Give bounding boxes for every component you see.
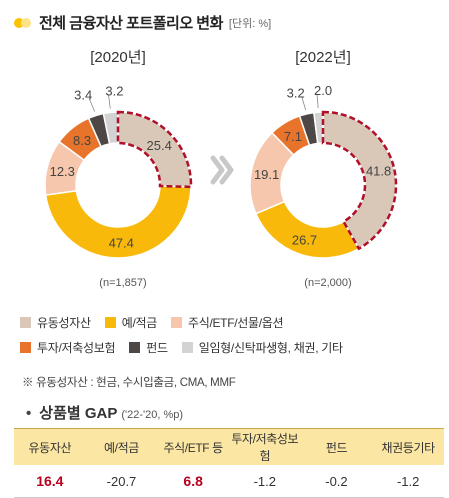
legend-item-liquid: 유동성자산: [20, 312, 91, 332]
donut-charts: [2020년] 25.4 47.4 12.3 8.3 3.4 3.2 (n=1,857) [20…: [44, 49, 398, 289]
slice-label: 41.8: [366, 163, 391, 178]
unit-label: [단위: %]: [228, 17, 272, 30]
donut-slice: [254, 200, 360, 259]
chevron-right-icon: [210, 155, 225, 185]
leader-line: [88, 98, 96, 112]
bullet-dot-icon: [14, 17, 24, 28]
legend-item-deposit: 예/적금: [104, 312, 157, 332]
gap-value-row: 16.4 -20.7 6.8 -1.2 -0.2 -1.2: [14, 465, 444, 498]
gap-value-cell: -1.2: [372, 465, 444, 498]
gap-value-cell: -0.2: [300, 465, 373, 498]
legend-swatch: [181, 341, 193, 353]
chart-title: [2022년]: [295, 49, 351, 66]
slice-label: 47.4: [109, 235, 134, 250]
legend-item-other: 일임형/신탁파생형, 채권, 기타: [181, 337, 343, 357]
slice-label: 3.2: [105, 83, 123, 98]
gap-header-cell: 투자/저축성보험: [228, 428, 301, 465]
gap-header-cell: 펀드: [300, 428, 373, 465]
leader-line: [316, 94, 319, 109]
legend-swatch: [129, 341, 141, 353]
slice-label: 3.4: [74, 87, 92, 102]
slice-label: 12.3: [50, 164, 75, 179]
slice-label: 7.1: [284, 129, 302, 144]
slice-label: 19.1: [254, 167, 279, 182]
gap-value-cell: -1.2: [228, 465, 301, 498]
donut-slice: [44, 185, 192, 259]
legend: 유동성자산 예/적금 주식/ETF/선물/옵션: [20, 312, 440, 332]
leader-line: [301, 96, 307, 111]
page-title: 전체 금융자산 포트폴리오 변화: [39, 15, 223, 32]
highlight-outline: [321, 110, 398, 251]
legend-swatch: [20, 316, 31, 328]
donut-slice: [313, 111, 324, 145]
leader-line: [108, 94, 111, 109]
slice-label: 25.4: [147, 138, 172, 153]
chevron-right-icon: [219, 155, 234, 185]
legend-swatch: [170, 316, 182, 328]
donut-slice: [102, 111, 119, 145]
legend-item-fund: 펀드: [129, 337, 168, 357]
gap-subtitle: ('22-'20, %p): [121, 409, 184, 421]
slice-label: 2.0: [314, 83, 332, 98]
gap-header-cell: 예/적금: [85, 428, 158, 465]
bullet-icon: •: [26, 405, 32, 422]
gap-section-title: • 상품별 GAP ('22-'20, %p): [26, 405, 184, 422]
gap-header-cell: 주식/ETF 등: [157, 428, 229, 465]
legend-item-stock: 주식/ETF/선물/옵션: [170, 312, 284, 332]
gap-table: 유동자산 예/적금 주식/ETF 등 투자/저축성보험 펀드 채권등기타 16.…: [14, 428, 444, 498]
highlight-outline: [116, 110, 193, 189]
slice-label: 8.3: [73, 133, 91, 148]
slice-label: 3.2: [287, 85, 305, 100]
gap-header-cell: 유동자산: [14, 428, 86, 465]
footnote: ※ 유동성자산 : 현금, 수시입출금, CMA, MMF: [22, 377, 236, 389]
slice-label: 26.7: [292, 232, 317, 247]
sample-size-label: (n=2,000): [304, 277, 351, 289]
gap-header-row: 유동자산 예/적금 주식/ETF 등 투자/저축성보험 펀드 채권등기타: [14, 428, 444, 465]
title-row: 전체 금융자산 포트폴리오 변화 [단위: %]: [14, 12, 271, 33]
chart-title: [2020년]: [90, 49, 146, 66]
gap-header-cell: 채권등기타: [372, 428, 444, 465]
legend-item-insurance: 투자/저축성보험: [20, 337, 116, 357]
sample-size-label: (n=1,857): [99, 277, 146, 289]
gap-value-cell: -20.7: [85, 465, 158, 498]
gap-value-cell: 16.4: [14, 465, 86, 498]
gap-value-cell: 6.8: [157, 465, 229, 498]
bullet-dot-light-icon: [21, 17, 31, 28]
legend-row-2: 투자/저축성보험 펀드 일임형/신탁파생형, 채권, 기타: [20, 337, 440, 357]
legend-swatch: [104, 316, 116, 328]
legend-swatch: [20, 341, 31, 353]
